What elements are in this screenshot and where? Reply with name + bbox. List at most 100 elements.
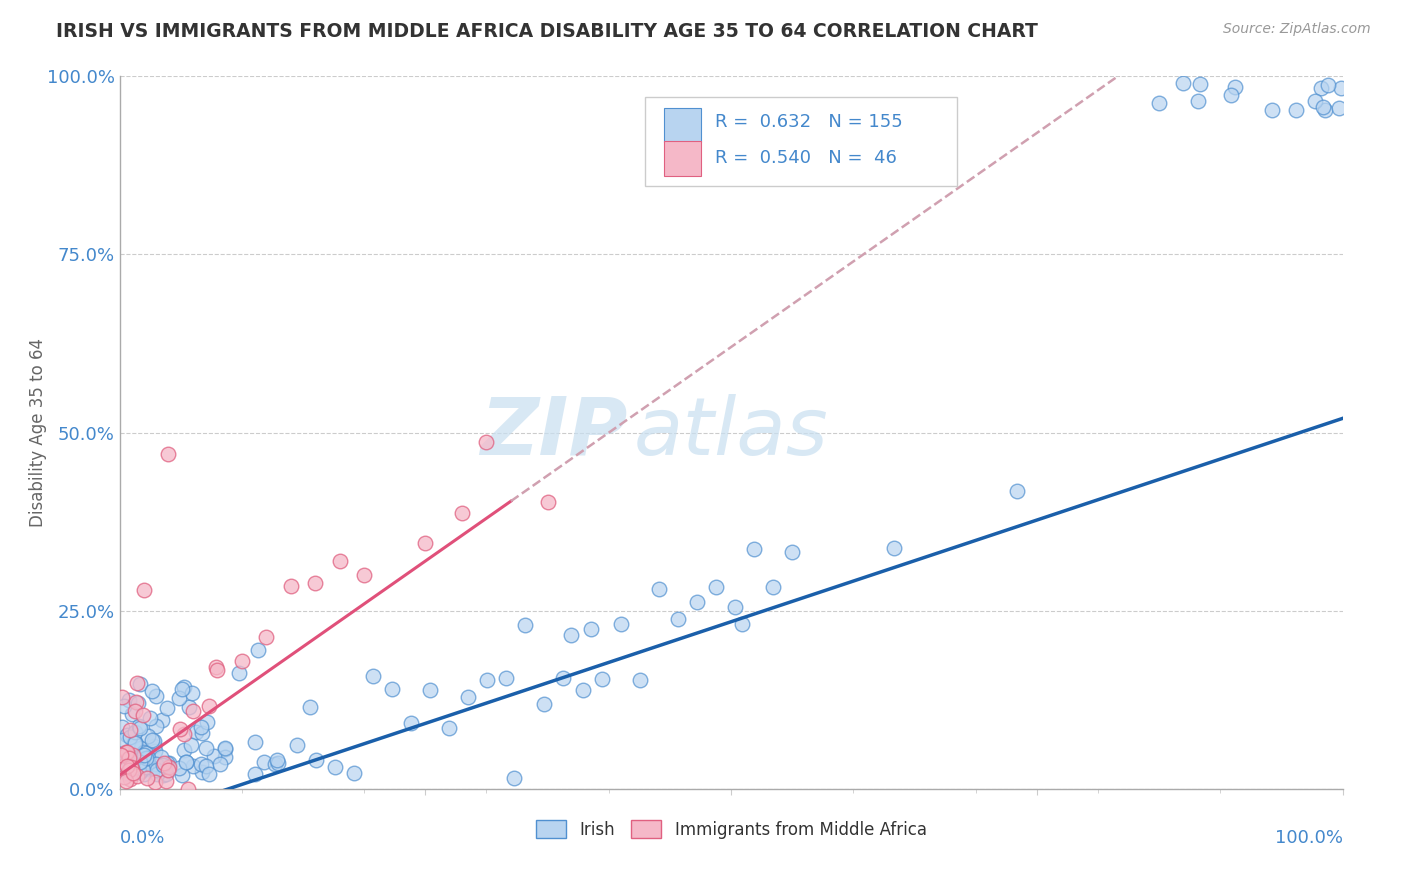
Point bbox=[157, 759, 180, 773]
Point bbox=[136, 751, 159, 765]
Point bbox=[1188, 78, 1211, 92]
Point bbox=[169, 722, 191, 736]
Point bbox=[115, 756, 138, 771]
Point bbox=[198, 767, 221, 781]
Point bbox=[174, 756, 197, 770]
Point bbox=[143, 739, 166, 754]
FancyBboxPatch shape bbox=[645, 97, 957, 186]
Point bbox=[118, 772, 141, 786]
Point bbox=[782, 545, 804, 559]
Point bbox=[132, 747, 155, 762]
Point bbox=[1312, 100, 1334, 114]
Point bbox=[285, 738, 308, 752]
Point bbox=[157, 447, 180, 461]
Point bbox=[579, 623, 602, 637]
Point bbox=[128, 764, 150, 779]
Point bbox=[214, 741, 236, 756]
Point bbox=[591, 672, 613, 686]
Point bbox=[1305, 95, 1327, 109]
Point bbox=[124, 704, 146, 718]
Point bbox=[173, 681, 195, 695]
Point bbox=[145, 719, 167, 733]
Point bbox=[419, 682, 441, 697]
Point bbox=[243, 735, 266, 749]
Point bbox=[114, 774, 136, 789]
Point bbox=[112, 770, 135, 784]
Text: Source: ZipAtlas.com: Source: ZipAtlas.com bbox=[1223, 22, 1371, 37]
Point bbox=[495, 671, 517, 685]
Point bbox=[202, 748, 225, 763]
Point bbox=[111, 690, 134, 704]
Point bbox=[194, 741, 217, 756]
Point bbox=[198, 699, 221, 714]
Point bbox=[118, 764, 141, 778]
Point bbox=[124, 725, 146, 739]
Point bbox=[129, 677, 152, 691]
Point bbox=[343, 765, 366, 780]
Legend: Irish, Immigrants from Middle Africa: Irish, Immigrants from Middle Africa bbox=[529, 814, 934, 846]
Point bbox=[724, 600, 747, 615]
Point bbox=[157, 756, 180, 770]
Point bbox=[1225, 80, 1247, 95]
Point bbox=[128, 761, 150, 775]
Point bbox=[1327, 101, 1350, 115]
Point bbox=[118, 756, 141, 771]
Point bbox=[399, 716, 422, 731]
Point bbox=[209, 757, 232, 772]
Text: R =  0.540   N =  46: R = 0.540 N = 46 bbox=[716, 149, 897, 167]
Point bbox=[628, 673, 651, 687]
Point bbox=[153, 756, 176, 770]
Point bbox=[132, 582, 155, 597]
Point bbox=[142, 761, 165, 775]
Point bbox=[155, 759, 177, 773]
Point bbox=[353, 567, 375, 582]
Point bbox=[1171, 76, 1194, 90]
Point bbox=[115, 745, 138, 759]
Point bbox=[560, 628, 582, 642]
Point bbox=[135, 751, 157, 765]
Point bbox=[129, 741, 152, 756]
Point bbox=[190, 765, 212, 780]
Point bbox=[437, 722, 460, 736]
Point bbox=[110, 747, 132, 762]
Point bbox=[553, 671, 575, 685]
Point bbox=[533, 697, 555, 711]
Point bbox=[1005, 484, 1028, 499]
Point bbox=[361, 669, 384, 683]
Point bbox=[125, 756, 148, 771]
Point bbox=[195, 714, 218, 729]
Point bbox=[129, 752, 152, 766]
Point bbox=[122, 736, 145, 750]
Point bbox=[146, 767, 169, 781]
Point bbox=[155, 774, 177, 789]
Point bbox=[184, 725, 207, 739]
Point bbox=[304, 753, 326, 767]
Text: 0.0%: 0.0% bbox=[120, 829, 165, 847]
Point bbox=[253, 755, 276, 769]
Text: R =  0.632   N = 155: R = 0.632 N = 155 bbox=[716, 113, 903, 131]
Point bbox=[128, 753, 150, 767]
Point bbox=[141, 733, 163, 747]
Point bbox=[180, 738, 202, 752]
Point bbox=[515, 618, 537, 632]
Point bbox=[477, 673, 499, 688]
Point bbox=[475, 434, 498, 449]
Point bbox=[121, 753, 143, 767]
Point bbox=[124, 735, 146, 749]
Point bbox=[134, 760, 156, 774]
Point bbox=[115, 762, 138, 776]
Point bbox=[704, 580, 727, 594]
Point bbox=[122, 766, 145, 780]
Point bbox=[173, 727, 195, 741]
Point bbox=[228, 665, 250, 680]
Point bbox=[323, 759, 346, 773]
Point bbox=[135, 760, 157, 774]
Point bbox=[143, 734, 166, 748]
Point bbox=[1313, 103, 1336, 117]
Point bbox=[136, 760, 159, 774]
Point bbox=[686, 595, 709, 609]
Point bbox=[183, 759, 205, 773]
Point bbox=[266, 753, 288, 767]
Point bbox=[1187, 94, 1209, 108]
Point bbox=[609, 617, 631, 632]
